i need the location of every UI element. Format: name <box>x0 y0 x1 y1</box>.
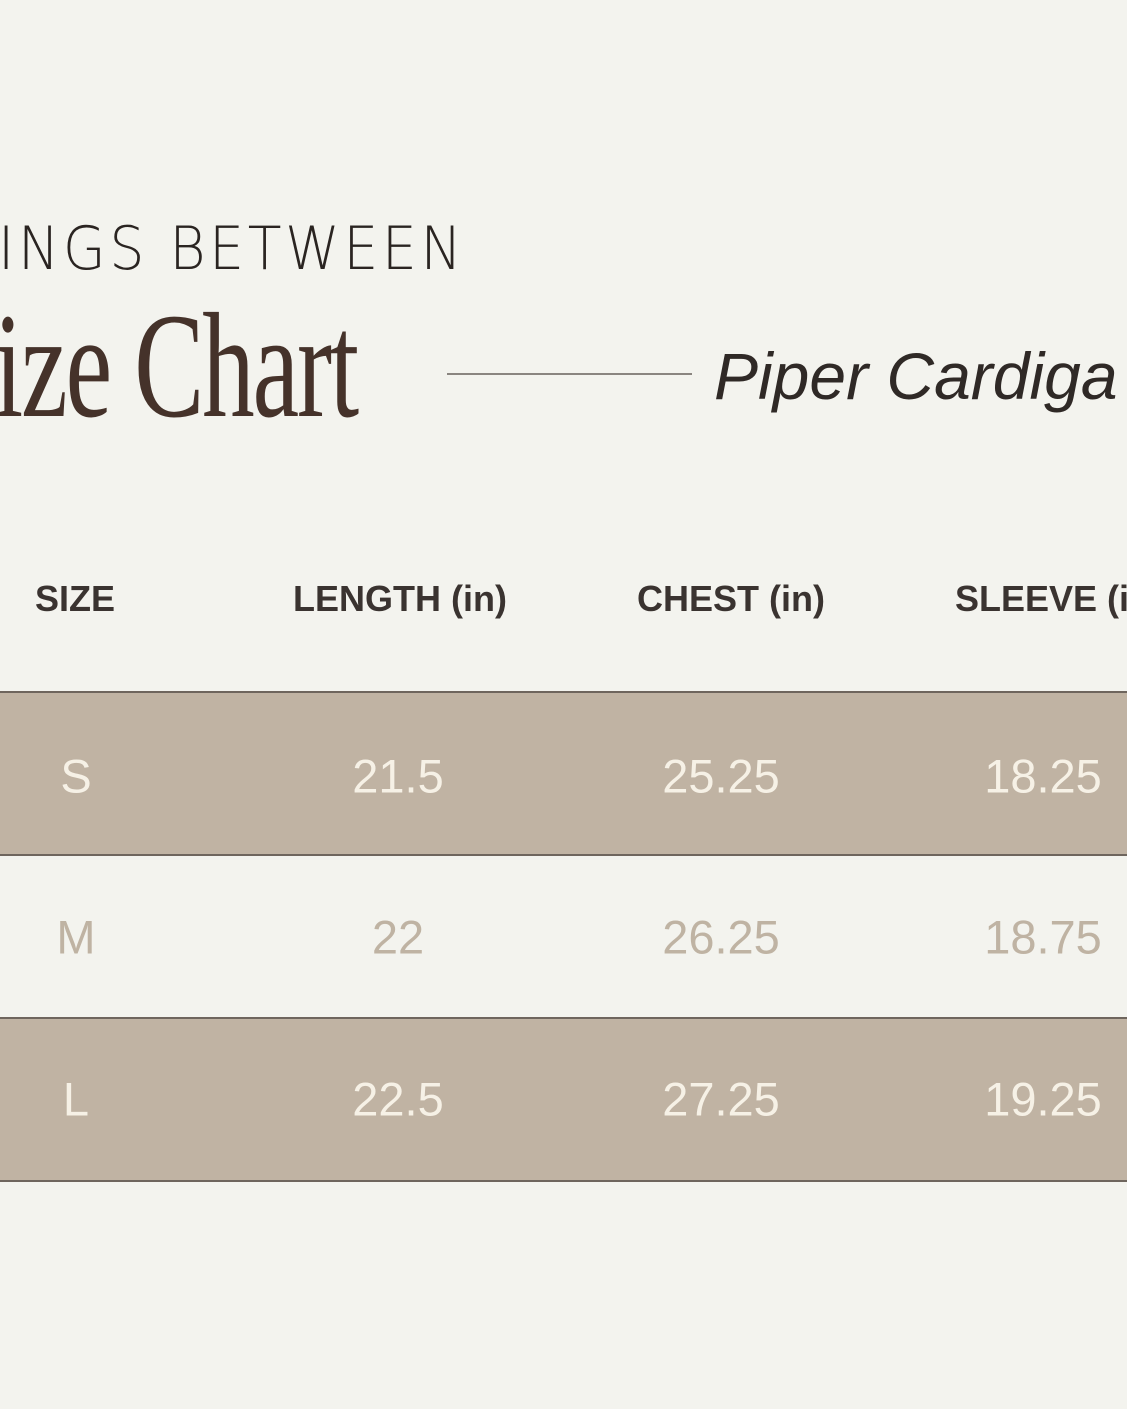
cell-length: 22 <box>371 910 425 964</box>
brand-name: INGS BETWEEN <box>0 214 466 284</box>
divider <box>447 373 692 375</box>
table-row-band <box>0 691 1127 856</box>
cell-length: 22.5 <box>352 1072 444 1126</box>
column-header-sleeve: SLEEVE (i <box>955 578 1127 619</box>
cell-size: M <box>56 910 96 964</box>
cell-length: 21.5 <box>352 749 444 803</box>
product-name: Piper Cardiga <box>714 339 1118 413</box>
cell-chest: 26.25 <box>662 910 780 964</box>
table-row-band <box>0 1017 1127 1182</box>
cell-sleeve: 18.25 <box>984 749 1102 803</box>
page-title: ize Chart <box>0 283 359 449</box>
cell-chest: 27.25 <box>662 1072 780 1126</box>
cell-size: S <box>60 749 92 803</box>
cell-sleeve: 18.75 <box>984 910 1102 964</box>
cell-size: L <box>62 1072 90 1126</box>
column-header-chest: CHEST (in) <box>637 578 825 619</box>
cell-sleeve: 19.25 <box>984 1072 1102 1126</box>
cell-chest: 25.25 <box>662 749 780 803</box>
column-header-length: LENGTH (in) <box>293 578 507 619</box>
column-header-size: SIZE <box>34 578 116 619</box>
